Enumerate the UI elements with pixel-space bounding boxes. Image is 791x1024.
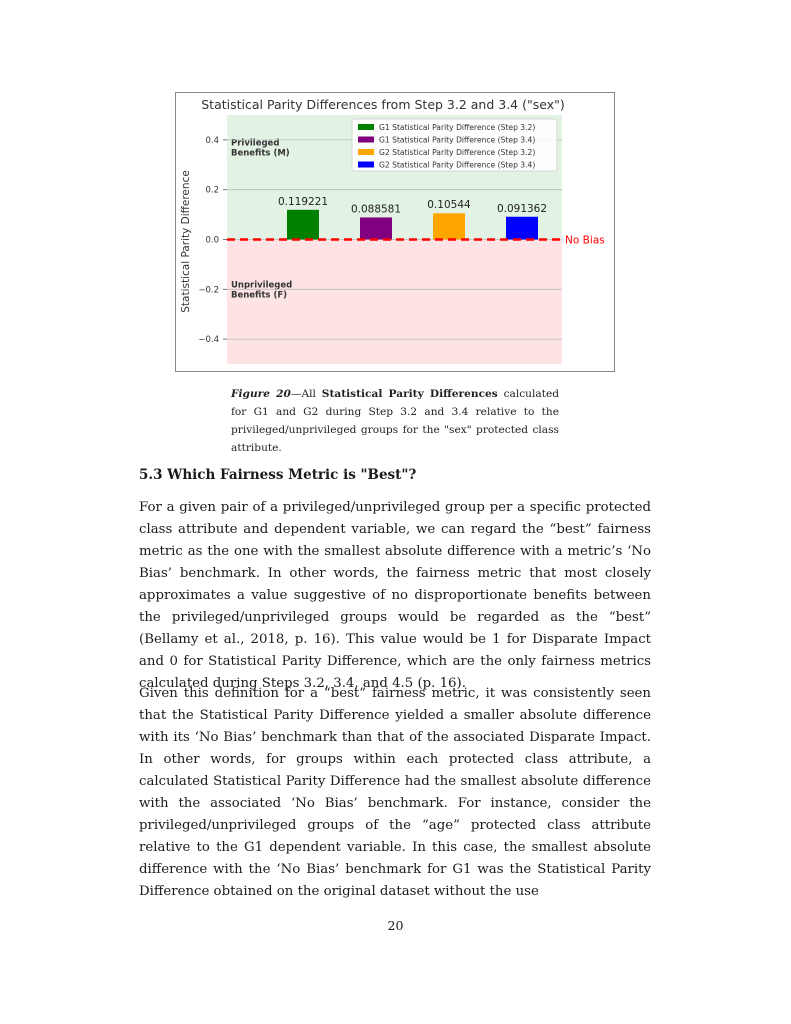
legend-swatch-2 [358, 149, 374, 155]
no-bias-label: No Bias [565, 235, 605, 247]
paragraph-2: Given this definition for a “best” fairn… [139, 686, 651, 899]
page-number: 20 [387, 918, 404, 933]
region-label-line2-1: Benefits (F) [231, 290, 287, 300]
region-label-line2-0: Benefits (M) [231, 148, 290, 158]
statistical-parity-bar-chart: Statistical Parity Differences from Step… [175, 92, 615, 372]
legend-swatch-3 [358, 161, 374, 168]
caption-bold-term: Statistical Parity Differences [321, 388, 498, 400]
bar-value-label-1: 0.088581 [351, 203, 401, 215]
bar-value-label-0: 0.119221 [278, 196, 328, 208]
legend-swatch-1 [358, 136, 374, 143]
caption-dash: — [290, 388, 302, 400]
legend-entry-1: G1 Statistical Parity Difference (Step 3… [379, 136, 535, 145]
caption-pre: All [301, 388, 322, 400]
y-tick-label-2: 0.0 [205, 236, 219, 246]
y-tick-label-0: 0.4 [205, 136, 219, 146]
figure-label: Figure 20 [231, 388, 291, 400]
figure-caption: Figure 20—All Statistical Parity Differe… [231, 385, 559, 457]
bar-2 [433, 213, 465, 240]
legend-entry-0: G1 Statistical Parity Difference (Step 3… [379, 123, 535, 132]
y-tick-label-4: −0.4 [198, 335, 219, 345]
region-1 [227, 239, 562, 364]
legend-entry-2: G2 Statistical Parity Difference (Step 3… [379, 148, 535, 157]
bar-1 [360, 217, 392, 240]
y-tick-label-3: −0.2 [198, 285, 219, 295]
caption-text: calculated for G1 and G2 during Step 3.2… [231, 388, 559, 454]
figure-chart: Statistical Parity Differences from Step… [175, 92, 615, 372]
chart-title: Statistical Parity Differences from Step… [201, 97, 565, 112]
bar-value-label-3: 0.091362 [497, 203, 547, 215]
bar-value-label-2: 0.10544 [427, 199, 471, 211]
bar-3 [506, 216, 538, 240]
paragraph-1: For a given pair of a privileged/unprivi… [139, 500, 651, 691]
legend-entry-3: G2 Statistical Parity Difference (Step 3… [379, 161, 535, 170]
bar-0 [287, 209, 319, 240]
region-label-line1-1: Unprivileged [231, 280, 292, 290]
legend-box [351, 118, 558, 172]
legend-swatch-0 [358, 124, 374, 130]
y-tick-label-1: 0.2 [205, 186, 219, 196]
region-label-line1-0: Privileged [231, 138, 279, 148]
y-axis-label: Statistical Parity Difference [180, 170, 192, 313]
section-heading: 5.3 Which Fairness Metric is "Best"? [139, 467, 417, 483]
